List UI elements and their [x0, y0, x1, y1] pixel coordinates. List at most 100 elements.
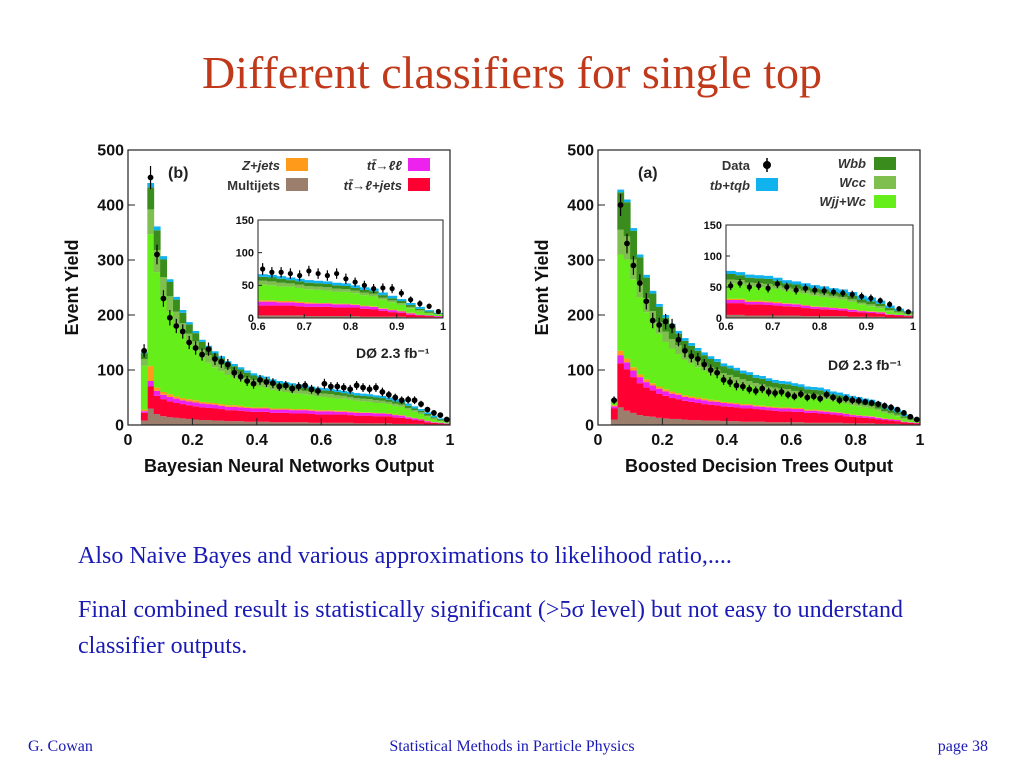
- bar-wjj_wc: [649, 323, 657, 384]
- data-point: [186, 335, 193, 350]
- bar-tt_ljets: [752, 409, 760, 422]
- bar-wjj_wc: [321, 396, 329, 411]
- bar-wbb: [304, 282, 314, 286]
- bar-wbb: [856, 299, 867, 303]
- bar-wcc: [267, 281, 277, 286]
- bar-tt_ljets: [782, 306, 792, 316]
- bar-tt_ljets: [894, 315, 905, 318]
- bar-zjets: [819, 306, 830, 308]
- bar-tt_ll: [404, 417, 412, 419]
- bar-wbb: [406, 304, 416, 307]
- data-point: [173, 318, 180, 334]
- bar-multijets: [359, 316, 370, 318]
- bar-tt_ll: [353, 412, 361, 416]
- bar-zjets: [350, 304, 361, 305]
- bar-tt_ll: [263, 408, 271, 412]
- data-point: [366, 384, 373, 394]
- bar-wbb: [881, 408, 889, 412]
- bar-zjets: [327, 410, 335, 412]
- bar-tt_ljets: [838, 310, 848, 317]
- bar-zjets: [701, 398, 708, 401]
- bar-zjets: [301, 409, 309, 411]
- bar-wbb: [334, 392, 341, 396]
- x-tick-label: 0.8: [844, 432, 866, 449]
- data-point: [765, 387, 772, 397]
- bar-wbb: [649, 293, 657, 312]
- data-point: [905, 309, 911, 315]
- bar-multijets: [269, 422, 277, 425]
- bar-tb_tqb: [816, 387, 824, 391]
- bar-tt_ljets: [771, 410, 779, 423]
- bar-tb_tqb: [720, 363, 728, 367]
- bar-wjj_wc: [739, 384, 747, 405]
- bar-tt_ll: [166, 396, 174, 402]
- bar-multijets: [754, 315, 764, 318]
- bar-multijets: [366, 423, 374, 425]
- bar-multijets: [836, 422, 844, 425]
- bar-tt_ll: [385, 414, 393, 417]
- bar-zjets: [231, 405, 238, 407]
- bar-tb_tqb: [166, 279, 174, 282]
- bar-wjj_wc: [868, 408, 876, 417]
- bar-wjj_wc: [855, 406, 863, 416]
- bar-zjets: [289, 409, 296, 411]
- bar-tb_tqb: [784, 381, 792, 385]
- bar-wcc: [900, 417, 908, 419]
- bar-tb_tqb: [406, 302, 416, 305]
- bar-wjj_wc: [314, 396, 322, 411]
- bar-wjj_wc: [829, 400, 837, 412]
- bar-wbb: [875, 303, 886, 307]
- bar-wjj_wc: [778, 392, 786, 408]
- bar-wjj_wc: [800, 293, 811, 305]
- bar-zjets: [224, 405, 232, 407]
- bar-tb_tqb: [243, 370, 251, 373]
- bar-wjj_wc: [662, 341, 670, 390]
- bar-tt_ljets: [903, 316, 913, 318]
- bar-multijets: [295, 422, 303, 425]
- bar-zjets: [404, 416, 412, 418]
- bar-tt_ljets: [849, 416, 856, 424]
- bullet-text-1: Also Naive Bayes and various approximati…: [78, 543, 732, 569]
- bar-tt_ll: [346, 412, 354, 416]
- bar-wcc: [350, 290, 361, 294]
- y-tick-label: 100: [97, 363, 124, 380]
- bar-zjets: [322, 302, 333, 304]
- bar-wcc: [295, 284, 305, 288]
- bar-tt_ljets: [160, 399, 168, 417]
- bar-tt_ljets: [913, 423, 920, 425]
- bar-tt_ljets: [332, 307, 342, 317]
- bar-tt_ll: [744, 301, 755, 305]
- bar-zjets: [847, 309, 858, 310]
- bar-tb_tqb: [701, 352, 708, 356]
- bar-tt_ll: [359, 412, 367, 416]
- bar-tt_ll: [396, 311, 407, 313]
- bar-wcc: [282, 388, 290, 392]
- data-point: [315, 268, 321, 279]
- bar-wbb: [359, 395, 367, 399]
- bar-multijets: [282, 422, 290, 425]
- bar-zjets: [140, 409, 148, 412]
- bar-tt_ljets: [304, 306, 314, 317]
- data-point: [340, 383, 347, 392]
- bar-wcc: [662, 331, 670, 342]
- bar-tb_tqb: [649, 290, 657, 294]
- bar-multijets: [643, 416, 650, 425]
- bar-wbb: [147, 187, 155, 210]
- bar-tt_ll: [378, 308, 388, 311]
- bar-tb_tqb: [396, 299, 407, 302]
- bar-wcc: [894, 414, 902, 417]
- bar-tt_ljets: [276, 412, 283, 423]
- bar-wjj_wc: [797, 394, 805, 408]
- legend-label-wbb: Wbb: [838, 156, 866, 171]
- bullet-text-2: Final combined result is statistically s…: [78, 597, 903, 659]
- bar-zjets: [398, 415, 406, 416]
- bar-wjj_wc: [643, 312, 650, 380]
- bar-tt_ll: [791, 409, 799, 412]
- bar-zjets: [668, 391, 676, 394]
- bar-wjj_wc: [398, 406, 406, 416]
- bar-zjets: [662, 389, 670, 392]
- bar-wjj_wc: [636, 297, 644, 375]
- footer-page-number: page 38: [937, 738, 988, 755]
- legend-label-wjj-wc: Wjj+Wc: [819, 194, 866, 209]
- bar-wcc: [819, 293, 830, 297]
